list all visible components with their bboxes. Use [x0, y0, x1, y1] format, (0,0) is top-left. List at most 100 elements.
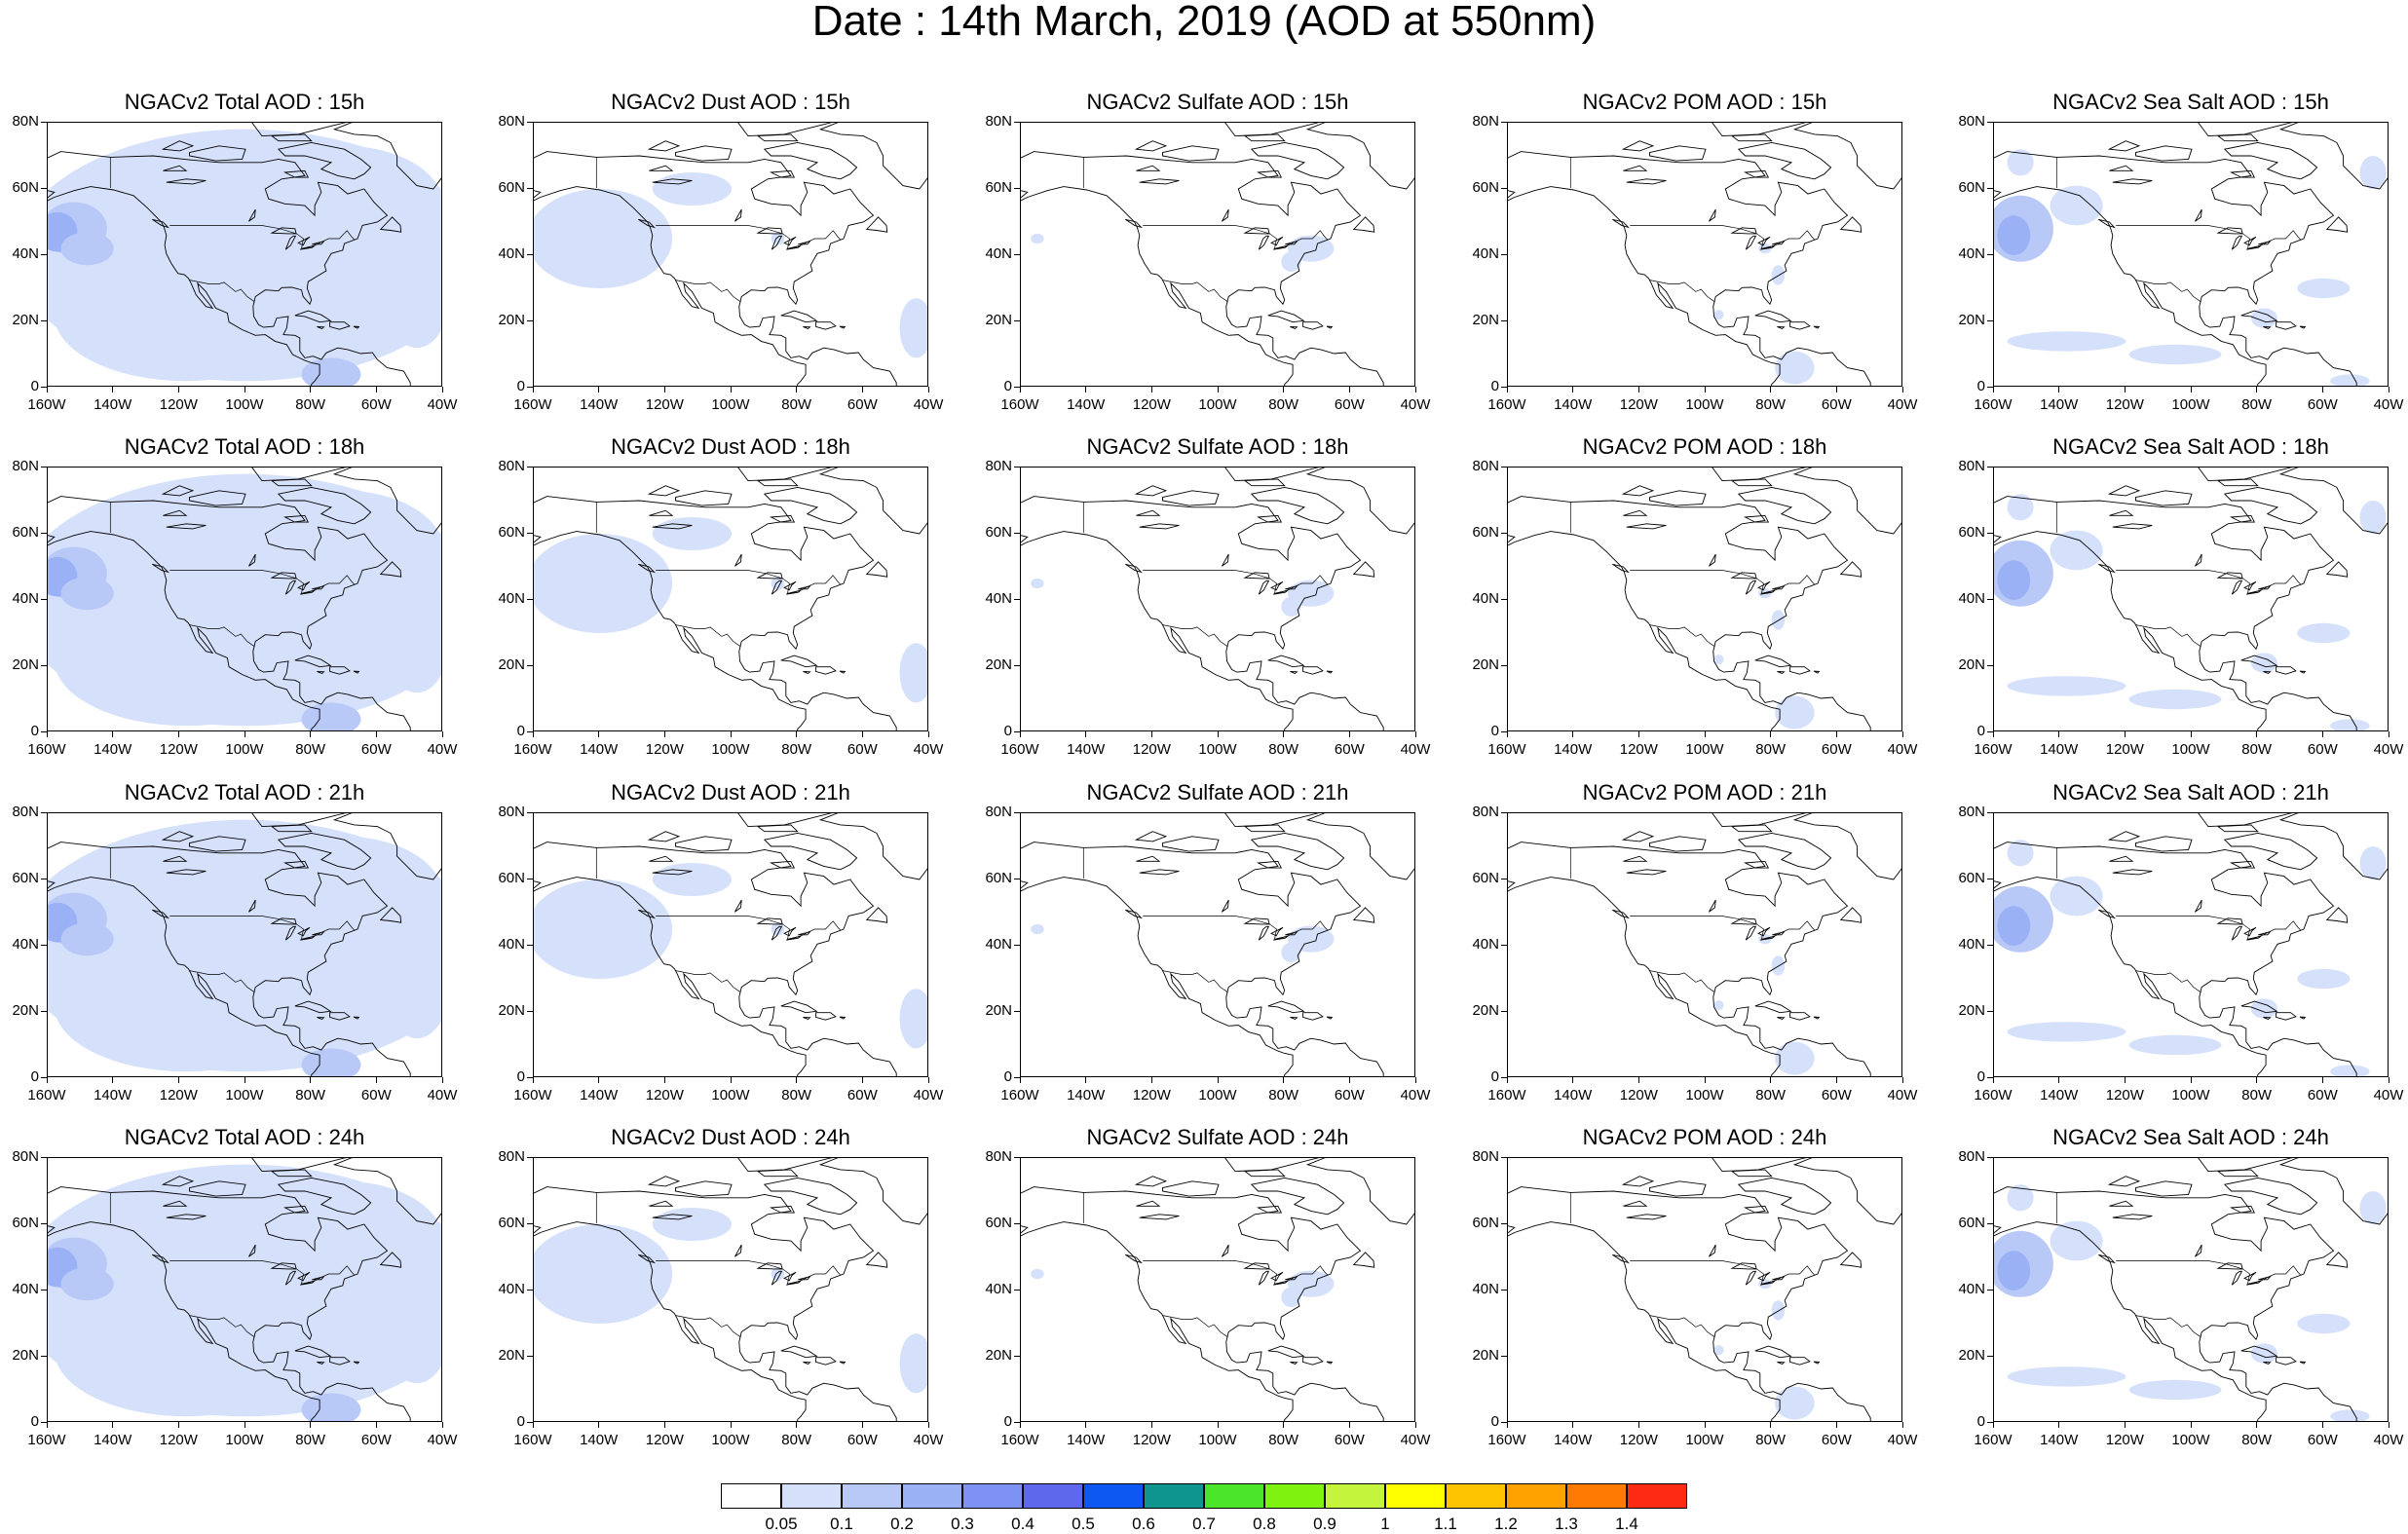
lon-tick-label: 120W — [2105, 1432, 2144, 1448]
coastline — [1352, 561, 1375, 578]
lon-tick-label: 100W — [225, 1087, 264, 1104]
lon-tick-label: 100W — [225, 741, 264, 758]
coastline — [2216, 1169, 2259, 1178]
coastline — [2109, 509, 2134, 516]
lon-tick-label: 60W — [1821, 1087, 1852, 1104]
coastline — [638, 1253, 656, 1264]
coastline — [163, 509, 188, 516]
tick-mark — [927, 1077, 929, 1083]
tick-mark — [1014, 1289, 1020, 1291]
coastline — [152, 563, 169, 574]
coastline — [2198, 813, 2293, 828]
aod-region — [384, 586, 441, 693]
coastline — [297, 926, 311, 937]
lon-tick-label: 120W — [1132, 1432, 1171, 1448]
lon-tick-label: 60W — [1821, 396, 1852, 413]
aod-region — [1713, 655, 1724, 665]
colorbar-swatch — [1627, 1483, 1687, 1509]
coastline — [2231, 1270, 2243, 1286]
aod-region — [2007, 494, 2034, 521]
tick-mark — [2256, 1077, 2258, 1083]
tick-mark — [1572, 387, 1574, 393]
coastline — [2098, 563, 2116, 574]
tick-mark — [1901, 1422, 1903, 1428]
tick-mark — [2190, 387, 2192, 393]
aod-region — [1031, 578, 1044, 589]
coastline — [763, 486, 858, 525]
coastline — [1250, 832, 1345, 871]
lat-tick-label: 40N — [1472, 245, 1499, 262]
coastline — [2107, 485, 2141, 497]
coastline — [839, 1361, 847, 1365]
lat-tick-label: 0 — [1003, 1068, 1012, 1085]
coastline — [1256, 860, 1283, 869]
tick-mark — [41, 187, 47, 189]
tick-mark — [1014, 121, 1020, 123]
aod-region — [2250, 1343, 2277, 1364]
coastline — [48, 842, 411, 1076]
aod-map — [1021, 468, 1414, 730]
coastline — [353, 1016, 360, 1020]
lat-tick-label: 80N — [1472, 804, 1499, 820]
coastline — [534, 496, 897, 730]
coastline — [2107, 831, 2141, 842]
lon-tick-label: 120W — [159, 1087, 198, 1104]
lat-tick-label: 0 — [516, 1068, 525, 1085]
lon-tick-label: 160W — [27, 741, 66, 758]
aod-region — [899, 298, 927, 358]
tick-mark — [46, 1077, 48, 1083]
tick-mark — [1019, 1422, 1021, 1428]
coastline — [818, 468, 927, 535]
panel-title: NGACv2 Sulfate AOD : 24h — [1086, 1125, 1349, 1149]
tick-mark — [310, 387, 312, 393]
lat-tick-label: 20N — [12, 656, 39, 673]
coastline — [248, 208, 256, 222]
coastline — [2112, 523, 2153, 530]
coastline — [2109, 855, 2134, 862]
aod-map — [1508, 123, 1901, 386]
tick-mark — [1572, 731, 1574, 737]
tick-mark — [2321, 731, 2323, 737]
aod-region — [1281, 251, 1301, 272]
country-border — [2135, 970, 2201, 993]
coastline — [166, 869, 207, 876]
aod-region — [2297, 278, 2351, 299]
aod-map — [48, 1158, 441, 1421]
map-panel-dust — [533, 122, 928, 387]
panel-title: NGACv2 Dust AOD : 21h — [611, 780, 850, 804]
lon-tick-label: 80W — [2241, 396, 2273, 413]
lat-tick-label: 60N — [1472, 1215, 1499, 1231]
coastline — [152, 909, 169, 919]
coastline — [379, 1252, 402, 1268]
tick-mark — [861, 731, 863, 737]
tick-mark — [375, 1422, 377, 1428]
country-border — [169, 225, 355, 249]
lat-tick-label: 60N — [985, 524, 1012, 541]
aod-region — [1997, 215, 2031, 255]
coastline — [783, 1271, 797, 1282]
tick-mark — [663, 731, 665, 737]
coastline — [1267, 1345, 1305, 1359]
country-border — [1143, 570, 1328, 594]
tick-mark — [1501, 664, 1507, 666]
panel-title: NGACv2 POM AOD : 18h — [1582, 434, 1827, 459]
aod-region — [2250, 998, 2277, 1019]
coastline — [1994, 842, 2357, 1076]
tick-mark — [663, 1077, 665, 1083]
aod-region — [1713, 1345, 1724, 1356]
coastline — [161, 485, 195, 497]
lon-tick-label: 120W — [2105, 1087, 2144, 1104]
panel-title: NGACv2 Total AOD : 18h — [124, 434, 365, 459]
tick-mark — [527, 664, 533, 666]
panel-title: NGACv2 POM AOD : 15h — [1582, 90, 1827, 114]
panel-title: NGACv2 Sea Salt AOD : 24h — [2052, 1125, 2329, 1149]
lat-tick-label: 0 — [30, 1068, 39, 1085]
tick-mark — [532, 731, 534, 737]
coastline — [1813, 325, 1821, 329]
lon-tick-label: 120W — [159, 396, 198, 413]
lat-tick-label: 60N — [498, 870, 525, 886]
coastline — [189, 490, 246, 506]
coastline — [1125, 909, 1143, 919]
aod-map — [1994, 123, 2388, 386]
coastline — [1621, 140, 1655, 152]
